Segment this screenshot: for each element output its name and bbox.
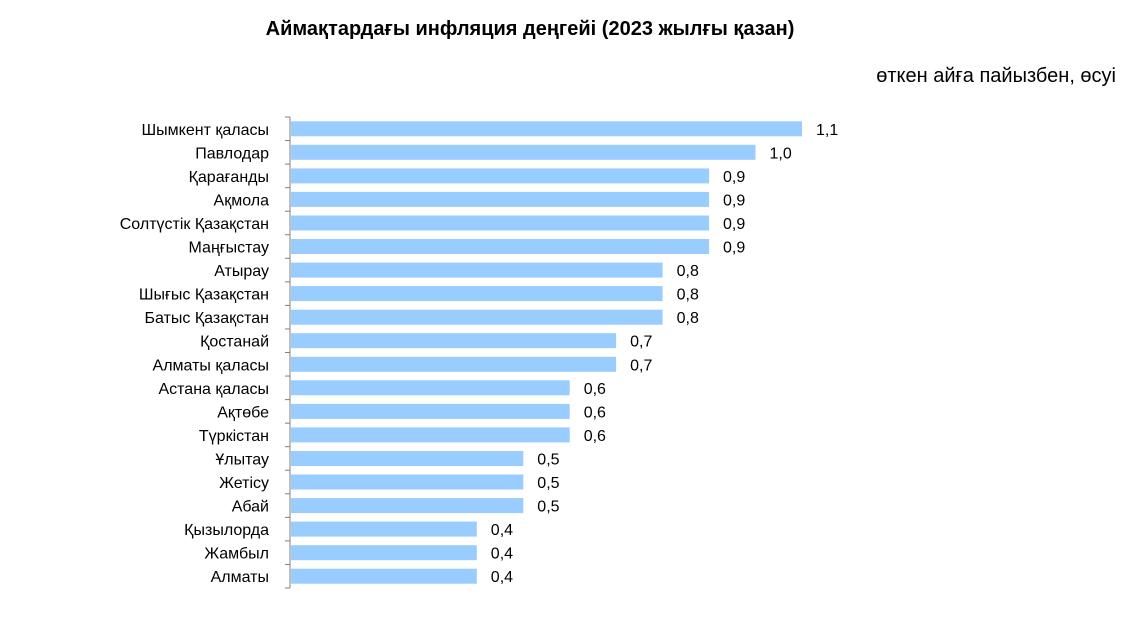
category-label: Ақмола xyxy=(214,192,270,209)
category-label: Қарағанды xyxy=(189,169,269,186)
chart-subtitle: өткен айға пайызбен, өсуі xyxy=(876,65,1116,87)
value-label: 0,6 xyxy=(584,381,606,398)
bar xyxy=(291,403,570,419)
bar xyxy=(291,215,710,231)
value-label: 0,5 xyxy=(537,452,559,469)
category-label: Жамбыл xyxy=(204,546,269,563)
value-label: 0,9 xyxy=(723,169,745,186)
category-label: Түркістан xyxy=(199,428,269,445)
bar xyxy=(291,474,524,490)
bar xyxy=(291,568,477,584)
category-label: Маңғыстау xyxy=(189,240,269,257)
category-label: Ұлытау xyxy=(215,452,269,469)
value-label: 0,8 xyxy=(677,287,699,304)
value-label: 1,1 xyxy=(816,122,838,139)
bars xyxy=(291,121,802,584)
category-label: Абай xyxy=(232,499,269,516)
category-label: Алматы қаласы xyxy=(153,357,269,374)
value-label: 0,9 xyxy=(723,192,745,209)
category-label: Астана қаласы xyxy=(158,381,269,398)
category-label: Батыс Қазақстан xyxy=(145,310,269,327)
bar xyxy=(291,286,663,302)
category-label: Ақтөбе xyxy=(217,404,269,421)
value-label: 1,0 xyxy=(770,145,792,162)
labels: Шымкент қаласы 1,1 Павлодар 1,0 Қарағанды 0,9… xyxy=(120,122,839,586)
bar xyxy=(291,545,477,561)
chart-title: Аймақтардағы инфляция деңгейі (2023 жылғ… xyxy=(265,18,795,40)
value-label: 0,5 xyxy=(537,475,559,492)
bar xyxy=(291,427,570,443)
bar xyxy=(291,498,524,514)
category-label: Жетісу xyxy=(219,475,269,492)
category-label: Атырау xyxy=(214,263,269,280)
category-label: Қостанай xyxy=(200,334,269,351)
value-label: 0,6 xyxy=(584,404,606,421)
bar xyxy=(291,262,663,278)
category-label: Павлодар xyxy=(195,145,269,162)
category-label: Қызылорда xyxy=(184,522,269,539)
bar xyxy=(291,191,710,207)
value-label: 0,8 xyxy=(677,310,699,327)
category-label: Шығыс Қазақстан xyxy=(139,287,269,304)
value-label: 0,6 xyxy=(584,428,606,445)
value-label: 0,4 xyxy=(491,522,513,539)
value-label: 0,4 xyxy=(491,569,513,586)
category-label: Алматы xyxy=(211,569,269,586)
value-label: 0,7 xyxy=(630,357,652,374)
y-axis xyxy=(285,116,291,589)
value-label: 0,9 xyxy=(723,240,745,257)
bar xyxy=(291,144,756,160)
value-label: 0,7 xyxy=(630,334,652,351)
value-label: 0,5 xyxy=(537,499,559,516)
bar xyxy=(291,521,477,537)
bar xyxy=(291,309,663,325)
bar xyxy=(291,451,524,466)
value-label: 0,8 xyxy=(677,263,699,280)
bar xyxy=(291,380,570,396)
bar xyxy=(291,168,710,184)
category-label: Солтүстік Қазақстан xyxy=(120,216,269,233)
value-label: 0,9 xyxy=(723,216,745,233)
value-label: 0,4 xyxy=(491,546,513,563)
category-label: Шымкент қаласы xyxy=(142,122,269,139)
bar xyxy=(291,333,617,349)
bar xyxy=(291,356,617,372)
bar xyxy=(291,121,802,137)
bar xyxy=(291,239,710,254)
